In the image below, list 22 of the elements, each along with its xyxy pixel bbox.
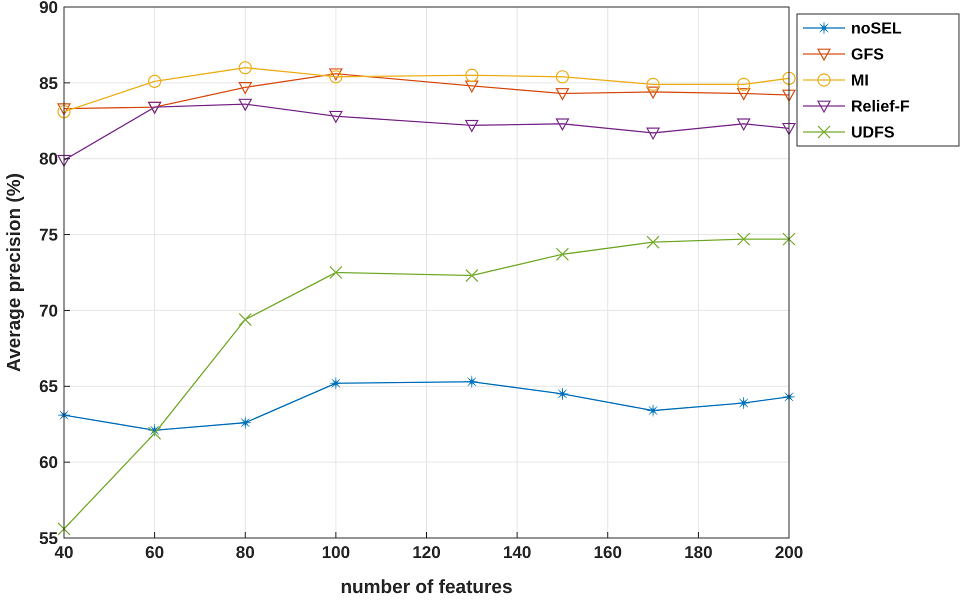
x-tick-label: 100	[322, 543, 350, 562]
legend-label: noSEL	[851, 20, 902, 38]
legend-label: UDFS	[851, 124, 895, 142]
y-tick-label: 70	[39, 301, 58, 320]
x-tick-label: 200	[774, 543, 804, 562]
y-tick-label: 85	[39, 74, 58, 93]
x-tick-label: 60	[145, 543, 164, 562]
y-tick-label: 90	[39, 0, 58, 17]
legend-label: Relief-F	[851, 98, 910, 116]
x-tick-label: 180	[684, 543, 713, 562]
y-axis-title: Average precision (%)	[4, 173, 25, 372]
y-tick-label: 75	[39, 226, 58, 245]
x-tick-label: 140	[502, 543, 532, 562]
y-tick-label: 65	[39, 377, 58, 396]
x-tick-label: 160	[594, 543, 622, 562]
x-tick-label: 80	[236, 543, 255, 562]
x-axis-title: number of features	[340, 577, 513, 598]
x-tick-label: 120	[412, 543, 441, 562]
y-tick-label: 60	[39, 453, 58, 472]
legend-label: GFS	[851, 46, 884, 64]
y-tick-label: 80	[39, 150, 58, 169]
legend-label: MI	[851, 72, 869, 90]
